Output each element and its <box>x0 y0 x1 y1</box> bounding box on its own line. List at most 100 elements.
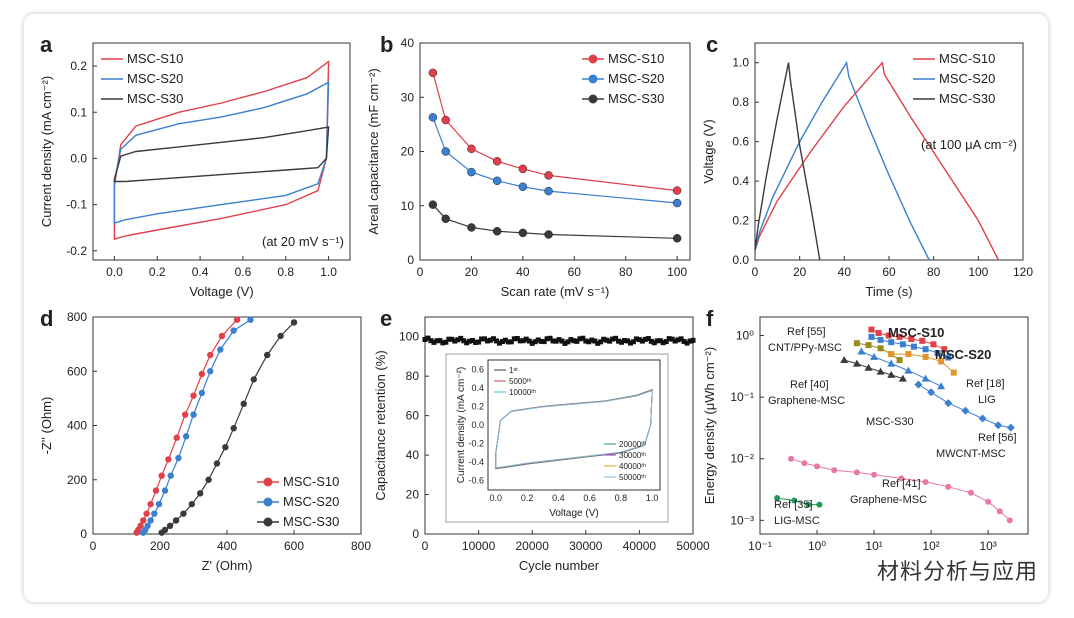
data-point <box>816 501 823 508</box>
retention-point <box>437 338 443 344</box>
annotation-label: Ref [40] <box>790 379 829 391</box>
x-tick-label: 800 <box>351 539 371 553</box>
data-point <box>994 421 1003 430</box>
y-tick-label: 800 <box>67 310 87 324</box>
ragone-line-Ref [35] <box>777 497 820 506</box>
inset-y-tick: -0.4 <box>468 457 484 467</box>
data-point <box>945 483 952 490</box>
retention-point <box>440 340 446 346</box>
retention-point <box>502 337 508 343</box>
data-point <box>207 368 214 375</box>
x-tick-label: 60 <box>882 265 896 279</box>
y-tick-label: -0.1 <box>66 198 87 212</box>
retention-point <box>458 335 464 341</box>
x-tick-label: 10¹ <box>865 539 882 553</box>
x-tick-label: 400 <box>217 539 237 553</box>
x-tick-label: 0.8 <box>277 265 294 279</box>
y-axis-label: -Z'' (Ohm) <box>39 397 54 455</box>
data-point <box>230 327 237 334</box>
retention-point <box>488 337 494 343</box>
data-point <box>173 434 180 441</box>
retention-point <box>627 340 633 346</box>
y-tick-label: 0.2 <box>732 214 749 228</box>
x-axis-label: Time (s) <box>865 284 912 299</box>
gcd-curve-MSC-S20 <box>754 60 930 261</box>
panel-b: 0 20 40 60 80 100 0 10 20 30 40 Scan rate (mV s⁻¹) A… <box>366 32 691 299</box>
data-point <box>197 490 204 497</box>
data-point <box>944 399 953 408</box>
y-tick-label: 0 <box>80 527 87 541</box>
retention-point <box>624 338 630 344</box>
retention-point <box>428 338 434 344</box>
x-tick-label: 10⁰ <box>808 539 826 553</box>
x-tick-label: 1.0 <box>320 265 337 279</box>
data-point <box>996 508 1003 515</box>
data-point <box>518 228 528 238</box>
retention-point <box>547 335 553 341</box>
retention-point <box>514 336 520 342</box>
panel-a: 0.0 0.2 0.4 0.6 0.8 1.0 -0.2 -0.1 0.0 0.1 0.2 Volta… <box>39 32 351 299</box>
data-point <box>831 467 838 474</box>
x-tick-label: 50000 <box>676 539 710 553</box>
x-tick-label: 20000 <box>516 539 550 553</box>
panel-f: 10⁻¹ 10⁰ 10¹ 10² 10³ 10⁻³ 10⁻² 10⁻¹ 10⁰ Energy de… <box>702 306 1029 553</box>
data-point <box>922 478 929 485</box>
data-point <box>870 352 879 360</box>
data-point <box>492 176 502 186</box>
retention-point <box>622 337 628 343</box>
retention-point <box>645 336 651 342</box>
data-point <box>985 498 992 505</box>
retention-point <box>630 339 636 345</box>
y-tick-label: 30 <box>401 90 415 104</box>
retention-point <box>485 338 491 344</box>
retention-point <box>657 338 663 344</box>
data-point <box>887 370 896 378</box>
data-point <box>788 455 795 462</box>
retention-point <box>666 336 672 342</box>
legend-label: MSC-S10 <box>939 51 995 66</box>
y-tick-label: 40 <box>406 448 420 462</box>
annotation-label: MSC-S20 <box>935 347 991 362</box>
data-point <box>207 351 214 359</box>
annotation-label: Graphene-MSC <box>850 494 927 506</box>
data-point <box>898 374 907 382</box>
data-point <box>492 226 502 236</box>
annotation-label: Ref [35] <box>774 499 813 511</box>
data-point <box>853 469 860 476</box>
data-point <box>967 489 974 496</box>
data-point <box>1006 423 1015 432</box>
retention-point <box>538 338 544 344</box>
data-point <box>198 370 206 378</box>
retention-point <box>565 339 571 345</box>
retention-point <box>490 336 496 342</box>
legend-marker <box>263 517 273 527</box>
data-point <box>857 347 866 355</box>
inset-legend-label: 10000ᵗʰ <box>509 388 536 397</box>
data-point <box>961 406 970 415</box>
x-tick-label: 0 <box>90 539 97 553</box>
retention-point <box>464 340 470 346</box>
data-point <box>441 115 450 125</box>
retention-point <box>592 338 598 344</box>
gcd-curve-MSC-S10 <box>754 61 1000 261</box>
y-tick-label: 400 <box>67 419 87 433</box>
data-point <box>888 351 895 358</box>
inset-y-label: Current density (mA cm⁻²) <box>456 367 467 483</box>
data-point <box>161 487 169 494</box>
retention-point <box>479 336 485 342</box>
data-point <box>518 164 528 174</box>
data-point <box>544 230 553 239</box>
panel-letter: e <box>380 306 392 331</box>
data-point <box>217 346 224 353</box>
legend-label: MSC-S20 <box>283 494 339 509</box>
data-point <box>264 351 271 359</box>
data-point <box>896 357 903 364</box>
x-tick-label: 20 <box>465 265 479 279</box>
data-point <box>518 182 528 192</box>
y-tick-label: 20 <box>401 145 415 159</box>
inset-legend-label: 1ˢᵗ <box>509 366 518 375</box>
x-tick-label: 10000 <box>462 539 496 553</box>
data-point <box>155 500 163 508</box>
data-point <box>222 444 229 451</box>
data-point <box>865 342 872 349</box>
